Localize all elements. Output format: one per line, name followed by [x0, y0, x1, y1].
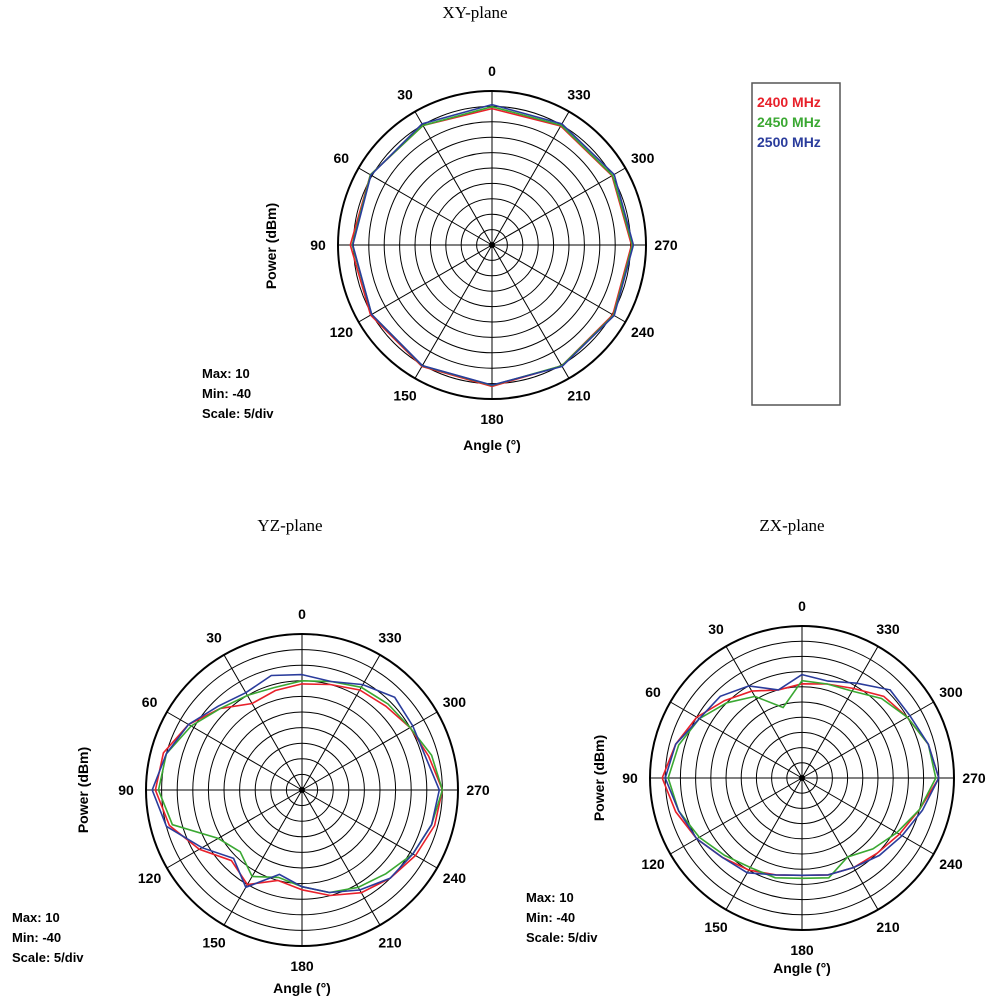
chart-title: XY-plane	[442, 3, 507, 22]
grid-spoke	[301, 789, 438, 869]
center-point	[299, 787, 305, 793]
angle-tick-label: 180	[790, 942, 814, 958]
grid-spoke	[166, 711, 303, 791]
angle-tick-label: 120	[330, 324, 354, 340]
angle-tick-label: 90	[622, 770, 638, 786]
angle-tick-label: 240	[939, 856, 963, 872]
legend-box	[751, 82, 841, 406]
grid-spoke	[670, 777, 803, 855]
x-axis-label: Angle (°)	[463, 437, 521, 453]
stat-scale: Scale: 5/div	[12, 950, 84, 965]
grid-spoke	[358, 244, 493, 323]
chart-zx-plane: ZX-plane 0 30 60 90 120 150 180 210 240 270 300 330…	[526, 516, 986, 976]
angle-tick-label: 210	[876, 919, 900, 935]
angle-tick-label: 0	[298, 606, 306, 622]
angle-tick-label: 150	[202, 934, 226, 950]
stat-min: Min: -40	[202, 386, 251, 401]
chart-yz-plane: YZ-plane 0 30 60 90 120 150 180 210 240 270 300 330…	[12, 516, 490, 996]
angle-tick-label: 0	[798, 598, 806, 614]
grid-spoke	[223, 654, 303, 791]
grid-spoke	[414, 244, 493, 379]
center-point	[489, 242, 495, 248]
grid-spoke	[301, 654, 381, 791]
grid-spoke	[358, 167, 493, 246]
grid-spoke	[801, 646, 879, 779]
x-axis-label: Angle (°)	[773, 960, 831, 976]
grid-spoke	[491, 111, 570, 246]
angle-tick-label: 210	[378, 934, 402, 950]
angle-tick-label: 150	[704, 919, 728, 935]
grid-spoke	[801, 777, 879, 910]
stat-min: Min: -40	[526, 910, 575, 925]
angle-tick-label: 150	[393, 388, 417, 404]
angle-tick-label: 60	[334, 150, 350, 166]
angle-tick-label: 330	[378, 630, 402, 646]
stat-max: Max: 10	[202, 366, 250, 381]
legend-entry-2500: 2500 MHz	[757, 134, 821, 150]
angle-tick-label: 90	[118, 782, 134, 798]
grid-spoke	[725, 777, 803, 910]
legend-entry-2450: 2450 MHz	[757, 114, 821, 130]
legend-entry-2400: 2400 MHz	[757, 94, 821, 110]
grid-spoke	[801, 701, 934, 779]
angle-tick-label: 300	[939, 684, 963, 700]
grid-spoke	[670, 701, 803, 779]
angle-tick-label: 300	[631, 150, 655, 166]
y-axis-label: Power (dBm)	[591, 735, 607, 821]
series-line-2500-mhz	[664, 673, 940, 877]
angle-tick-label: 300	[443, 694, 467, 710]
angle-tick-label: 30	[397, 86, 413, 102]
angle-tick-label: 240	[443, 870, 467, 886]
grid-spoke	[491, 167, 626, 246]
angle-tick-label: 330	[567, 86, 591, 102]
x-axis-label: Angle (°)	[273, 980, 331, 996]
grid-spoke	[223, 789, 303, 926]
chart-title: ZX-plane	[759, 516, 824, 535]
grid-spoke	[491, 244, 570, 379]
stat-max: Max: 10	[12, 910, 60, 925]
grid-spoke	[801, 777, 934, 855]
angle-tick-label: 270	[466, 782, 490, 798]
stat-min: Min: -40	[12, 930, 61, 945]
stat-scale: Scale: 5/div	[526, 930, 598, 945]
grid-spoke	[301, 789, 381, 926]
angle-tick-label: 30	[206, 630, 222, 646]
angle-tick-label: 30	[708, 621, 724, 637]
polar-plot-area: 0 30 60 90 120 150 180 210 240 270 300 330	[310, 63, 678, 427]
y-axis-label: Power (dBm)	[75, 747, 91, 833]
polar-plot-area: 0 30 60 90 120 150 180 210 240 270 300 330	[622, 598, 986, 958]
angle-tick-label: 180	[480, 411, 504, 427]
series-line-2500-mhz	[151, 673, 441, 894]
grid-spoke	[491, 244, 626, 323]
legend: 2400 MHz 2450 MHz 2500 MHz	[751, 82, 841, 406]
angle-tick-label: 330	[876, 621, 900, 637]
angle-tick-label: 120	[641, 856, 665, 872]
angle-tick-label: 0	[488, 63, 496, 79]
angle-tick-label: 270	[654, 237, 678, 253]
grid-spoke	[301, 711, 438, 791]
stat-max: Max: 10	[526, 890, 574, 905]
stat-scale: Scale: 5/div	[202, 406, 274, 421]
center-point	[799, 775, 805, 781]
polar-plot-area: 0 30 60 90 120 150 180 210 240 270 300 330	[118, 606, 490, 974]
angle-tick-label: 60	[645, 684, 661, 700]
angle-tick-label: 270	[962, 770, 986, 786]
grid-spoke	[166, 789, 303, 869]
chart-title: YZ-plane	[257, 516, 322, 535]
y-axis-label: Power (dBm)	[263, 203, 279, 289]
chart-xy-plane: XY-plane 0 30 60 90 120 150 180 210 240 270 300 330…	[202, 3, 678, 453]
series-line-2500-mhz	[351, 103, 635, 386]
grid-spoke	[725, 646, 803, 779]
angle-tick-label: 90	[310, 237, 326, 253]
angle-tick-label: 120	[138, 870, 162, 886]
angle-tick-label: 60	[142, 694, 158, 710]
angle-tick-label: 240	[631, 324, 655, 340]
angle-tick-label: 210	[567, 388, 591, 404]
angle-tick-label: 180	[290, 958, 314, 974]
grid-spoke	[414, 111, 493, 246]
